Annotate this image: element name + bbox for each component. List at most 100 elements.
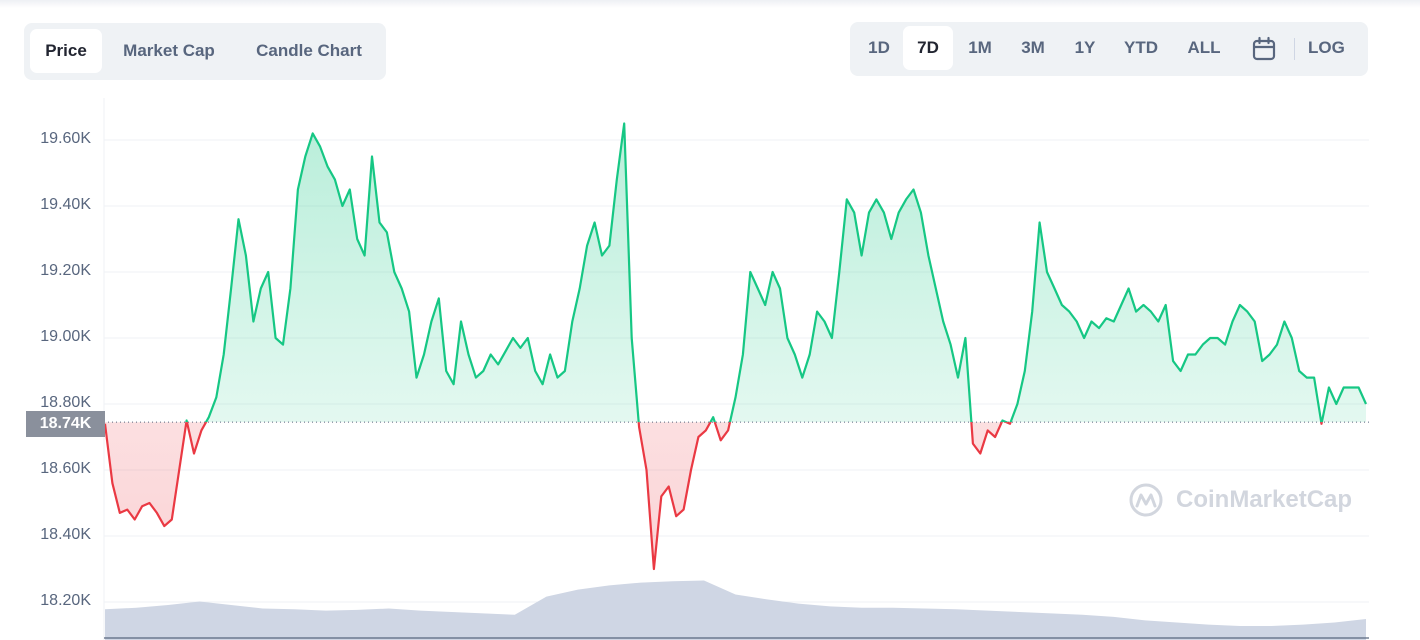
price-point[interactable] — [161, 523, 167, 529]
price-point[interactable] — [985, 427, 991, 433]
price-point[interactable] — [903, 196, 909, 202]
price-point[interactable] — [1029, 309, 1035, 315]
price-point[interactable] — [1059, 302, 1065, 308]
price-point[interactable] — [644, 467, 650, 473]
price-point[interactable] — [1222, 342, 1228, 348]
price-point[interactable] — [911, 187, 917, 193]
price-point[interactable] — [703, 427, 709, 433]
price-point[interactable] — [1289, 335, 1295, 341]
price-point[interactable] — [844, 196, 850, 202]
price-point[interactable] — [147, 500, 153, 506]
price-point[interactable] — [970, 441, 976, 447]
price-point[interactable] — [325, 163, 331, 169]
price-point[interactable] — [265, 269, 271, 275]
price-point[interactable] — [673, 513, 679, 519]
price-point[interactable] — [421, 352, 427, 358]
price-point[interactable] — [1341, 385, 1347, 391]
log-scale-toggle[interactable]: LOG — [1308, 38, 1345, 57]
price-point[interactable] — [1348, 385, 1354, 391]
price-point[interactable] — [1274, 342, 1280, 348]
price-point[interactable] — [1118, 302, 1124, 308]
price-point[interactable] — [555, 375, 561, 381]
price-point[interactable] — [436, 295, 442, 301]
price-point[interactable] — [888, 236, 894, 242]
price-point[interactable] — [391, 269, 397, 275]
price-point[interactable] — [1081, 335, 1087, 341]
price-point[interactable] — [977, 451, 983, 457]
price-point[interactable] — [540, 381, 546, 387]
price-point[interactable] — [762, 302, 768, 308]
tab-7d[interactable]: 7D — [903, 26, 953, 70]
price-point[interactable] — [184, 418, 190, 424]
price-point[interactable] — [1311, 375, 1317, 381]
price-point[interactable] — [933, 286, 939, 292]
price-point[interactable] — [710, 414, 716, 420]
tab-all[interactable]: ALL — [1187, 38, 1221, 57]
price-point[interactable] — [517, 345, 523, 351]
price-point[interactable] — [1333, 401, 1339, 407]
price-point[interactable] — [369, 154, 375, 160]
price-point[interactable] — [866, 210, 872, 216]
price-point[interactable] — [480, 368, 486, 374]
price-point[interactable] — [1044, 269, 1050, 275]
price-point[interactable] — [614, 177, 620, 183]
price-point[interactable] — [770, 269, 776, 275]
price-point[interactable] — [1133, 309, 1139, 315]
tab-1d[interactable]: 1D — [868, 38, 890, 57]
price-point[interactable] — [695, 434, 701, 440]
price-point[interactable] — [1066, 309, 1072, 315]
price-point[interactable] — [822, 319, 828, 325]
price-point[interactable] — [584, 243, 590, 249]
price-point[interactable] — [569, 319, 575, 325]
price-point[interactable] — [250, 319, 256, 325]
price-point[interactable] — [1267, 352, 1273, 358]
price-point[interactable] — [1163, 302, 1169, 308]
price-point[interactable] — [1178, 368, 1184, 374]
tab-3m[interactable]: 3M — [1021, 38, 1045, 57]
price-point[interactable] — [562, 368, 568, 374]
price-point[interactable] — [599, 253, 605, 259]
price-point[interactable] — [191, 451, 197, 457]
price-point[interactable] — [1074, 319, 1080, 325]
price-point[interactable] — [1111, 319, 1117, 325]
price-point[interactable] — [458, 319, 464, 325]
price-point[interactable] — [139, 503, 145, 509]
price-point[interactable] — [317, 144, 323, 150]
price-point[interactable] — [406, 309, 412, 315]
price-point[interactable] — [666, 484, 672, 490]
price-point[interactable] — [948, 342, 954, 348]
price-point[interactable] — [473, 375, 479, 381]
tab-market-cap[interactable]: Market Cap — [123, 41, 215, 60]
tab-1y[interactable]: 1Y — [1074, 38, 1096, 57]
price-point[interactable] — [881, 210, 887, 216]
tab-price[interactable]: Price — [30, 29, 102, 73]
price-point[interactable] — [347, 187, 353, 193]
price-point[interactable] — [733, 394, 739, 400]
price-point[interactable] — [414, 375, 420, 381]
price-point[interactable] — [236, 216, 242, 222]
price-point[interactable] — [859, 253, 865, 259]
price-point[interactable] — [1252, 319, 1258, 325]
price-point[interactable] — [258, 286, 264, 292]
price-point[interactable] — [466, 352, 472, 358]
price-point[interactable] — [1237, 302, 1243, 308]
calendar-icon[interactable] — [1251, 36, 1277, 62]
price-point[interactable] — [176, 467, 182, 473]
price-point[interactable] — [1141, 302, 1147, 308]
tab-candle-chart[interactable]: Candle Chart — [256, 41, 362, 60]
price-point[interactable] — [629, 335, 635, 341]
price-point[interactable] — [169, 517, 175, 523]
price-point[interactable] — [206, 414, 212, 420]
price-point[interactable] — [799, 375, 805, 381]
price-point[interactable] — [451, 381, 457, 387]
price-point[interactable] — [606, 243, 612, 249]
price-point[interactable] — [1259, 358, 1265, 364]
price-point[interactable] — [1319, 421, 1325, 427]
price-point[interactable] — [807, 352, 813, 358]
price-point[interactable] — [1037, 220, 1043, 226]
price-point[interactable] — [1281, 319, 1287, 325]
price-point[interactable] — [992, 434, 998, 440]
price-point[interactable] — [384, 229, 390, 235]
tab-1m[interactable]: 1M — [968, 38, 992, 57]
price-point[interactable] — [1304, 375, 1310, 381]
